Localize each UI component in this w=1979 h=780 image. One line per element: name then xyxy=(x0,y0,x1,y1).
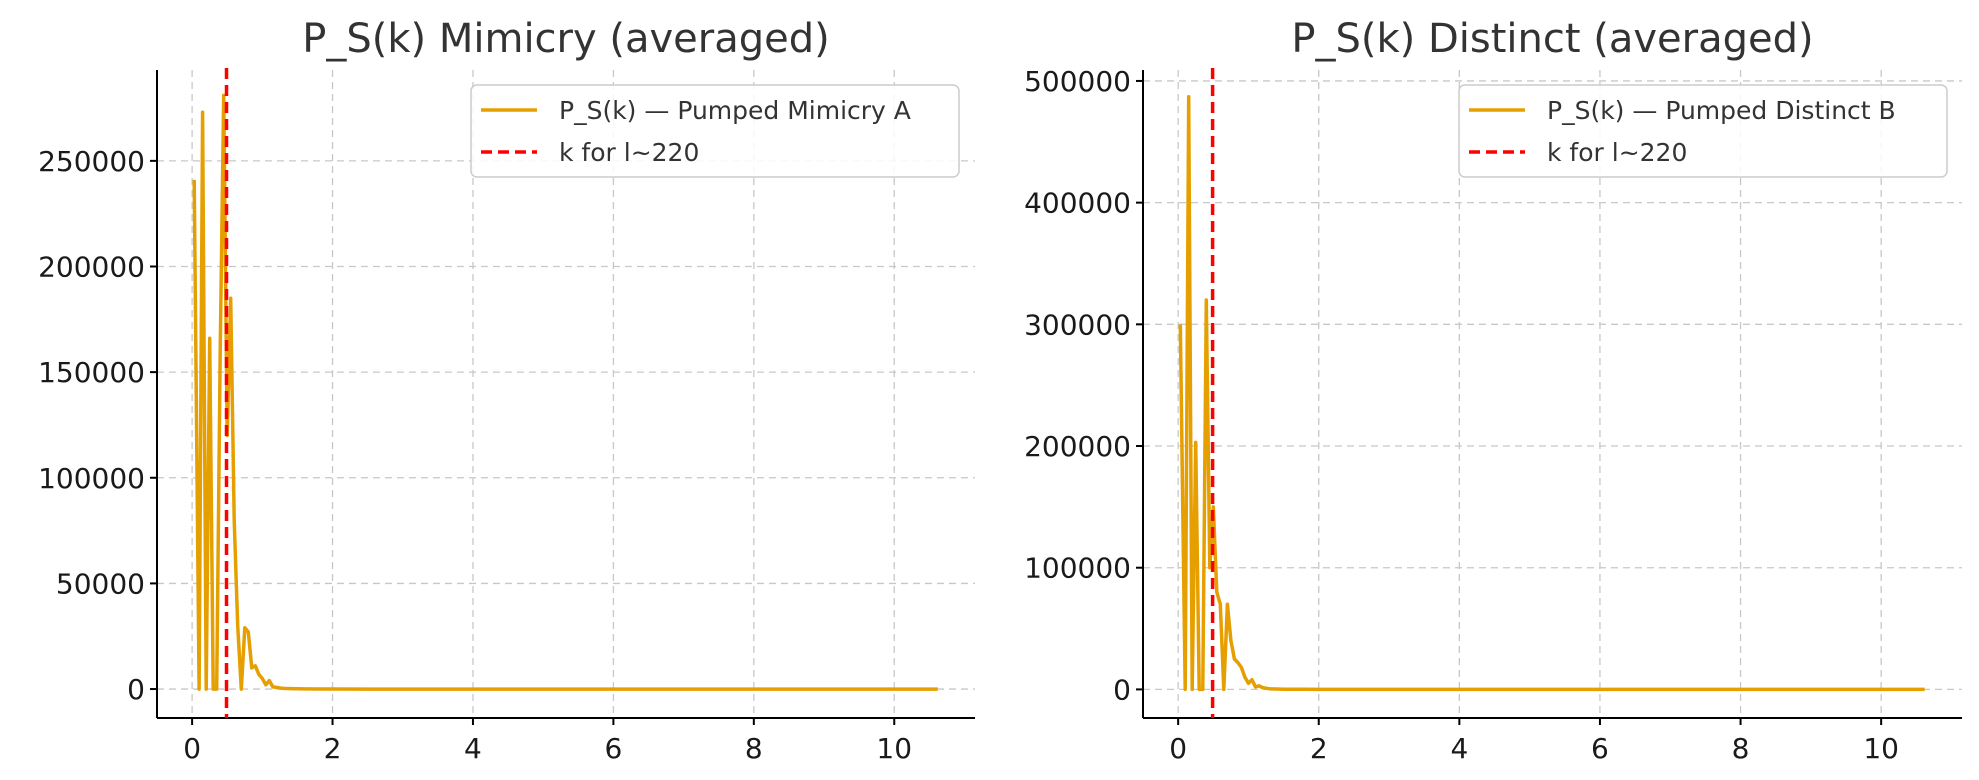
legend-box xyxy=(470,84,960,178)
x-axis: 0 2 4 6 8 10 xyxy=(183,718,912,765)
plot-area xyxy=(1178,68,1925,718)
x-tick-label: 8 xyxy=(745,732,763,765)
axes-spines xyxy=(1142,70,1962,719)
chart-mimicry: 0 2 4 6 8 10 0 50000 100000 150000 200000 250000 P… xyxy=(38,16,975,765)
legend-label: k for l~220 xyxy=(559,138,699,167)
x-tick-label: 0 xyxy=(183,732,201,765)
x-tick-label: 2 xyxy=(1310,732,1328,765)
y-tick-label: 400000 xyxy=(1024,187,1131,220)
y-tick-label: 150000 xyxy=(38,356,145,389)
x-tick-label: 10 xyxy=(876,732,912,765)
y-tick-label: 50000 xyxy=(56,567,145,600)
y-tick-label: 0 xyxy=(1113,673,1131,706)
x-tick-label: 2 xyxy=(324,732,342,765)
series-line-ps xyxy=(192,93,938,691)
y-axis: 0 50000 100000 150000 200000 250000 xyxy=(38,145,157,706)
y-axis: 0 100000 200000 300000 400000 500000 xyxy=(1024,65,1143,706)
legend-label: k for l~220 xyxy=(1547,138,1687,167)
x-tick-label: 8 xyxy=(1732,732,1750,765)
chart-distinct: 0 2 4 6 8 10 0100000200000300000400000500000 … xyxy=(1024,16,1962,765)
y-tick-label: 500000 xyxy=(1024,65,1131,98)
x-tick-label: 6 xyxy=(1591,732,1609,765)
x-tick-label: 4 xyxy=(1450,732,1468,765)
x-tick-label: 10 xyxy=(1863,732,1899,765)
y-tick-label: 250000 xyxy=(38,145,145,178)
y-tick-label: 200000 xyxy=(1024,430,1131,463)
x-tick-label: 4 xyxy=(464,732,482,765)
legend: P_S(k) — Pumped Distinct B k for l~220 xyxy=(1458,84,1948,178)
chart-title: P_S(k) Mimicry (averaged) xyxy=(302,16,829,62)
y-tick-label: 300000 xyxy=(1024,308,1131,341)
x-axis: 0 2 4 6 8 10 xyxy=(1169,718,1899,765)
legend-label: P_S(k) — Pumped Distinct B xyxy=(1547,96,1896,125)
axes-spines xyxy=(156,70,975,719)
y-tick-label: 100000 xyxy=(1024,552,1131,585)
legend-label: P_S(k) — Pumped Mimicry A xyxy=(559,96,911,125)
plot-area xyxy=(192,68,938,718)
y-tick-label: 100000 xyxy=(38,462,145,495)
legend-box xyxy=(1458,84,1948,178)
chart-title: P_S(k) Distinct (averaged) xyxy=(1291,16,1813,62)
x-tick-label: 6 xyxy=(604,732,622,765)
legend: P_S(k) — Pumped Mimicry A k for l~220 xyxy=(470,84,960,178)
x-tick-label: 0 xyxy=(1169,732,1187,765)
y-tick-label: 200000 xyxy=(38,250,145,283)
series-line-ps xyxy=(1178,95,1925,692)
y-tick-label: 0 xyxy=(127,673,145,706)
